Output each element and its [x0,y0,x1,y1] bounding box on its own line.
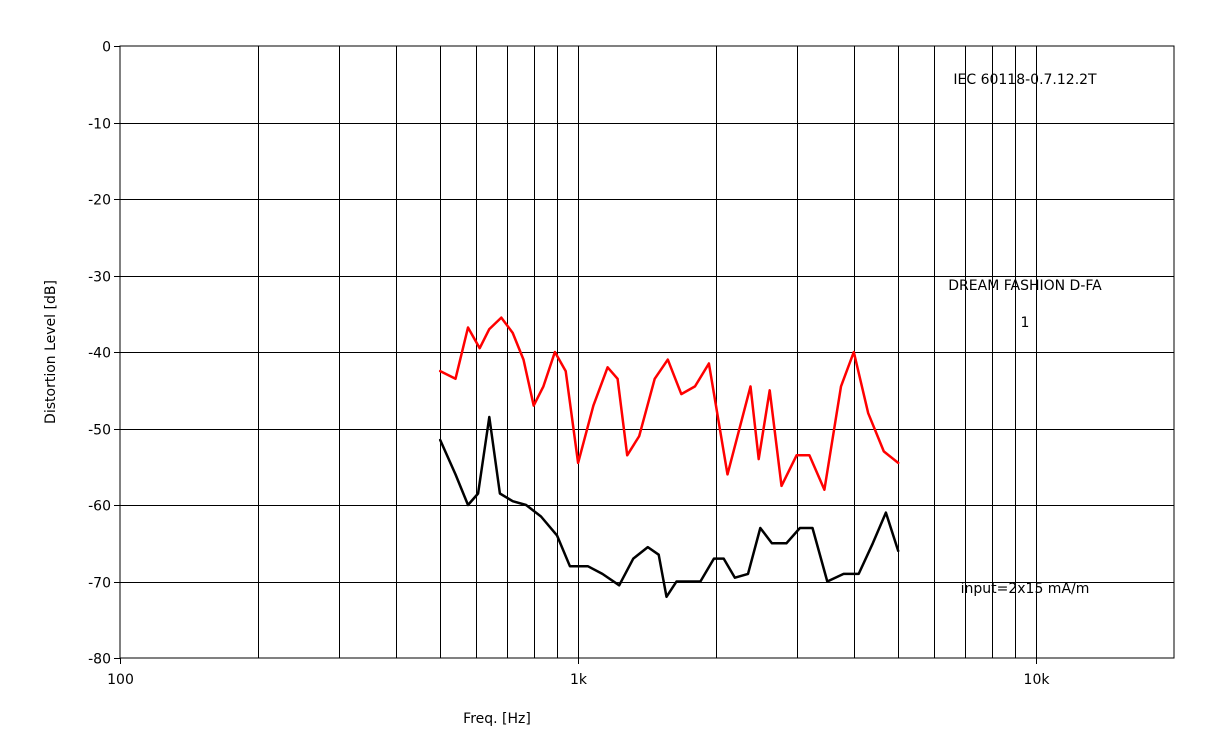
x-tick-labels: 100 1k 10k [107,658,1050,688]
annotation-standard: IEC 60118-0.7.12.2T [953,72,1097,88]
x-tick-label: 1k [570,672,588,688]
annotation-device-number: 1 [1021,315,1030,331]
y-tick-label: -80 [88,652,111,668]
annotation-input-level: input=2x15 mA/m [961,581,1090,597]
grid-lines [120,46,1174,658]
series-line-black [438,415,900,599]
y-tick-label: -70 [88,576,111,592]
x-tick-label: 100 [107,672,134,688]
y-tick-label: -30 [88,270,111,286]
y-tick-label: -60 [88,499,111,515]
series-lines [438,316,900,599]
plot-frame [119,45,1175,659]
y-tick-label: 0 [102,40,111,56]
y-tick-label: -20 [88,193,111,209]
x-tick-label: 10k [1024,672,1051,688]
y-tick-label: -40 [88,346,111,362]
y-tick-label: -50 [88,423,111,439]
x-axis-title: Freq. [Hz] [463,711,531,727]
y-tick-label: -10 [88,117,111,133]
series-line-red [438,316,900,491]
y-axis-title: Distortion Level [dB] [43,280,59,424]
annotation-device-name: DREAM FASHION D-FA [948,278,1102,294]
y-tick-labels: 0 -10 -20 -30 -40 -50 -60 -70 -80 [88,40,120,668]
